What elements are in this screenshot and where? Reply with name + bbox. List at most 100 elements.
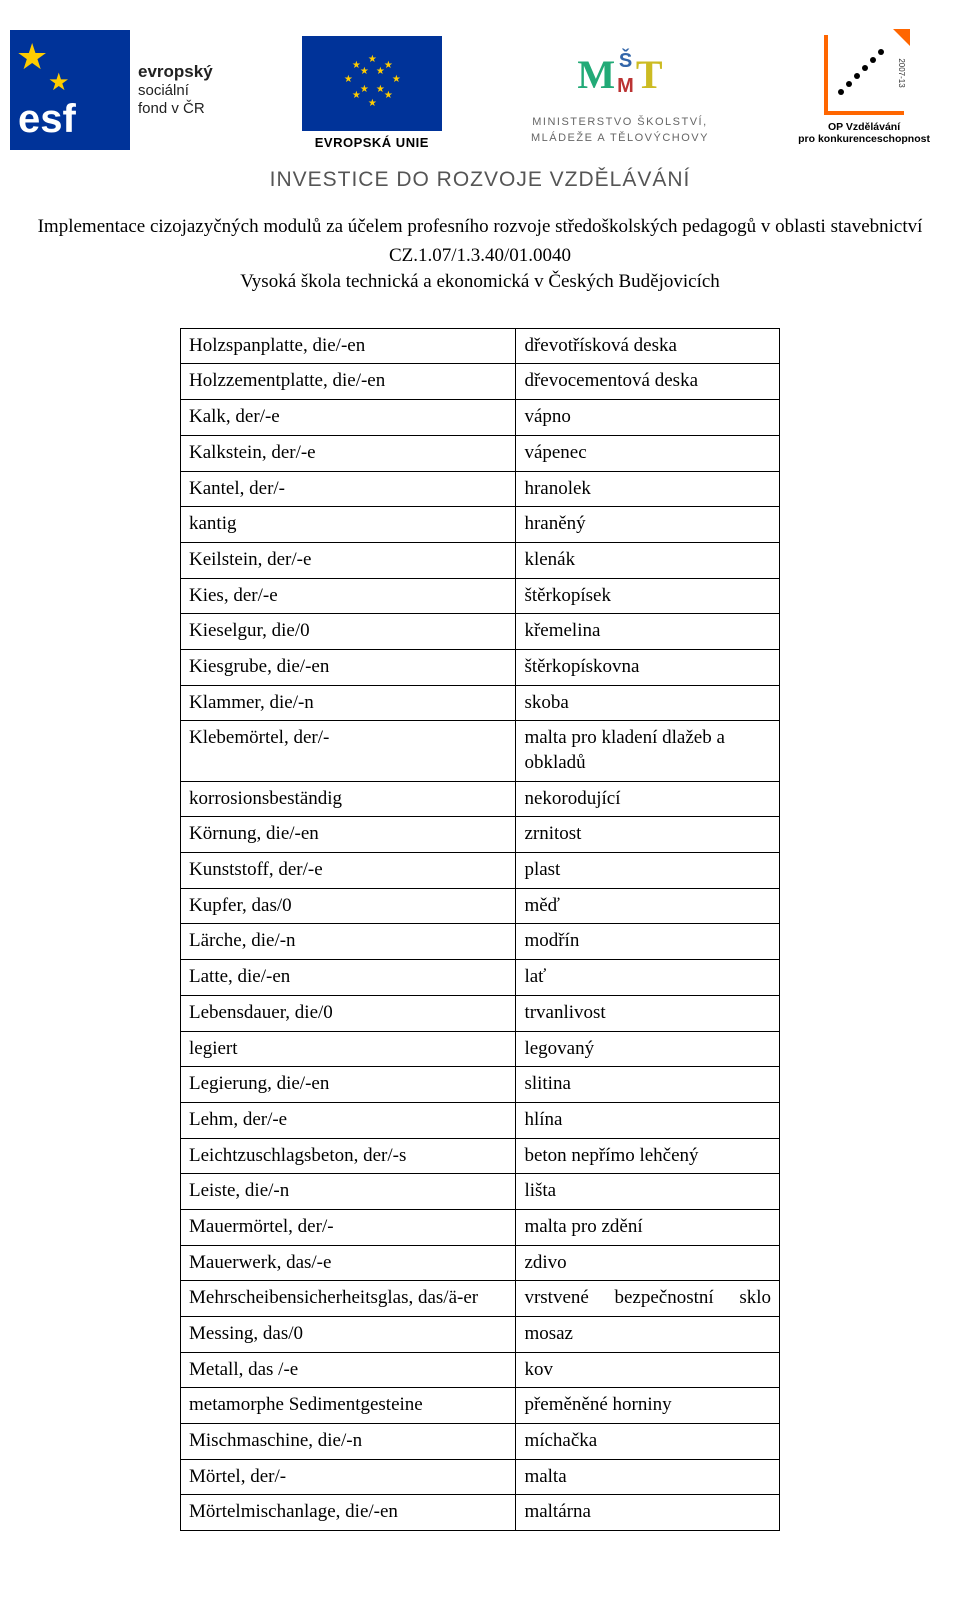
esf-side-l3: fond v ČR <box>138 100 205 117</box>
vocab-de: Mehrscheibensicherheitsglas, das/ä-er <box>181 1281 516 1317</box>
vocab-cs: nekorodující <box>516 781 780 817</box>
table-row: Kantel, der/-hranolek <box>181 471 780 507</box>
vocab-cs: skoba <box>516 685 780 721</box>
vocab-cs: modřín <box>516 924 780 960</box>
vocab-cs: štěrkopísek <box>516 578 780 614</box>
op-label-l2: pro konkurenceschopnost <box>798 133 930 146</box>
table-row: Lehm, der/-ehlína <box>181 1102 780 1138</box>
vocab-de: Körnung, die/-en <box>181 817 516 853</box>
vocab-de: Lärche, die/-n <box>181 924 516 960</box>
table-row: Leichtzuschlagsbeton, der/-sbeton nepřím… <box>181 1138 780 1174</box>
vocab-de: Klammer, die/-n <box>181 685 516 721</box>
table-row: Kieselgur, die/0křemelina <box>181 614 780 650</box>
vocab-de: Kalkstein, der/-e <box>181 435 516 471</box>
vocab-de: Leiste, die/-n <box>181 1174 516 1210</box>
vocab-de: Mischmaschine, die/-n <box>181 1424 516 1460</box>
table-row: Kupfer, das/0měď <box>181 888 780 924</box>
vocab-cs: vrstvené bezpečnostní sklo <box>516 1281 780 1317</box>
op-dots-icon <box>838 45 888 95</box>
vocab-tbody: Holzspanplatte, die/-endřevotřísková des… <box>181 328 780 1530</box>
eu-stars-icon: ★★ ★★ ★★ ★★ ★★ ★★ <box>342 54 402 114</box>
vocab-de: Mörtel, der/- <box>181 1459 516 1495</box>
vocab-cs: přeměněné horniny <box>516 1388 780 1424</box>
msmt-line1: MINISTERSTVO ŠKOLSTVÍ, <box>531 115 709 130</box>
vocab-de: Kalk, der/-e <box>181 400 516 436</box>
logo-esf: ★ ★ esf evropský sociální fond v ČR <box>10 30 213 150</box>
table-row: kantighraněný <box>181 507 780 543</box>
vocab-cs: dřevocementová deska <box>516 364 780 400</box>
table-row: Metall, das /-ekov <box>181 1352 780 1388</box>
msmt-icon: M Š M T <box>531 39 709 109</box>
vocab-cs: hlína <box>516 1102 780 1138</box>
vocab-cs: plast <box>516 853 780 889</box>
esf-box-icon: ★ ★ esf <box>10 30 130 150</box>
vocab-cs: beton nepřímo lehčený <box>516 1138 780 1174</box>
vocab-cs: míchačka <box>516 1424 780 1460</box>
vocab-de: Holzspanplatte, die/-en <box>181 328 516 364</box>
eu-flag-icon: ★★ ★★ ★★ ★★ ★★ ★★ <box>302 36 442 131</box>
table-row: Kies, der/-eštěrkopísek <box>181 578 780 614</box>
vocab-cs: maltárna <box>516 1495 780 1531</box>
eu-label: EVROPSKÁ UNIE <box>302 135 442 150</box>
vocab-de: Mauermörtel, der/- <box>181 1209 516 1245</box>
vocab-de: Kies, der/-e <box>181 578 516 614</box>
logo-msmt: M Š M T MINISTERSTVO ŠKOLSTVÍ, MLÁDEŽE A… <box>531 39 709 150</box>
vocab-cs: hranolek <box>516 471 780 507</box>
vocab-de: Latte, die/-en <box>181 960 516 996</box>
vocab-cs: zdivo <box>516 1245 780 1281</box>
table-row: Klebemörtel, der/-malta pro kladení dlaž… <box>181 721 780 781</box>
table-row: Latte, die/-enlať <box>181 960 780 996</box>
table-row: Lebensdauer, die/0trvanlivost <box>181 995 780 1031</box>
vocab-cs: malta <box>516 1459 780 1495</box>
vocab-de: Metall, das /-e <box>181 1352 516 1388</box>
vocab-cs: lať <box>516 960 780 996</box>
vocab-de: Kupfer, das/0 <box>181 888 516 924</box>
table-row: metamorphe Sedimentgesteinepřeměněné hor… <box>181 1388 780 1424</box>
vocab-de: Kiesgrube, die/-en <box>181 649 516 685</box>
vocab-de: metamorphe Sedimentgesteine <box>181 1388 516 1424</box>
subtitle: Implementace cizojazyčných modulů za úče… <box>0 214 960 241</box>
table-row: Messing, das/0mosaz <box>181 1317 780 1353</box>
vocab-de: Lebensdauer, die/0 <box>181 995 516 1031</box>
table-row: Kiesgrube, die/-enštěrkopískovna <box>181 649 780 685</box>
table-row: Mauermörtel, der/-malta pro zdění <box>181 1209 780 1245</box>
esf-side-text: evropský sociální fond v ČR <box>138 62 213 118</box>
msmt-line2: MLÁDEŽE A TĚLOVÝCHOVY <box>531 131 709 146</box>
vocab-cs: mosaz <box>516 1317 780 1353</box>
vocab-de: legiert <box>181 1031 516 1067</box>
vocab-cs: křemelina <box>516 614 780 650</box>
vocab-de: Leichtzuschlagsbeton, der/-s <box>181 1138 516 1174</box>
vocab-cs: štěrkopískovna <box>516 649 780 685</box>
table-row: Leiste, die/-nlišta <box>181 1174 780 1210</box>
logo-eu: ★★ ★★ ★★ ★★ ★★ ★★ EVROPSKÁ UNIE <box>302 36 442 150</box>
vocab-table: Holzspanplatte, die/-endřevotřísková des… <box>180 328 780 1531</box>
vocab-de: Mörtelmischanlage, die/-en <box>181 1495 516 1531</box>
vocab-de: Legierung, die/-en <box>181 1067 516 1103</box>
table-row: Mörtelmischanlage, die/-enmaltárna <box>181 1495 780 1531</box>
table-row: Legierung, die/-enslitina <box>181 1067 780 1103</box>
star-icon: ★ <box>16 36 48 78</box>
table-row: Mischmaschine, die/-nmíchačka <box>181 1424 780 1460</box>
esf-side-l2: sociální <box>138 82 189 99</box>
vocab-de: Keilstein, der/-e <box>181 542 516 578</box>
table-row: Holzzementplatte, die/-endřevocementová … <box>181 364 780 400</box>
op-year-range: 2007-13 <box>897 58 906 87</box>
table-row: Kalk, der/-evápno <box>181 400 780 436</box>
vocab-de: Klebemörtel, der/- <box>181 721 516 781</box>
vocab-cs: legovaný <box>516 1031 780 1067</box>
vocab-de: Kunststoff, der/-e <box>181 853 516 889</box>
vocab-de: Lehm, der/-e <box>181 1102 516 1138</box>
vocab-table-wrap: Holzspanplatte, die/-endřevotřísková des… <box>0 328 960 1531</box>
op-square-icon: 2007-13 <box>824 35 904 115</box>
logo-op: 2007-13 OP Vzdělávání pro konkurencescho… <box>798 35 930 150</box>
vocab-de: kantig <box>181 507 516 543</box>
table-row: Klammer, die/-nskoba <box>181 685 780 721</box>
table-row: Körnung, die/-enzrnitost <box>181 817 780 853</box>
vocab-cs: klenák <box>516 542 780 578</box>
vocab-de: Messing, das/0 <box>181 1317 516 1353</box>
table-row: Mörtel, der/-malta <box>181 1459 780 1495</box>
table-row: Mauerwerk, das/-ezdivo <box>181 1245 780 1281</box>
esf-inside-text: esf <box>18 97 76 142</box>
table-row: Mehrscheibensicherheitsglas, das/ä-ervrs… <box>181 1281 780 1317</box>
table-row: Holzspanplatte, die/-endřevotřísková des… <box>181 328 780 364</box>
